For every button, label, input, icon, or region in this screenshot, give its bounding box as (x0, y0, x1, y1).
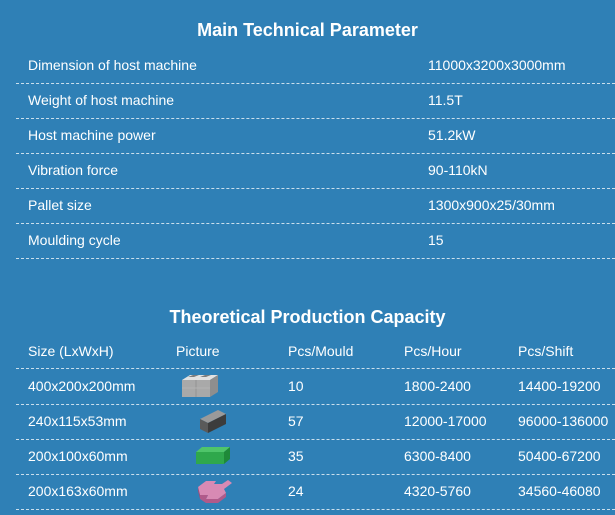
table-row: 200x163x60mm 24 4320-5760 34560-46080 (16, 474, 615, 510)
column-header-pcs-shift: Pcs/Shift (518, 343, 574, 359)
hollow-block-icon (176, 373, 220, 402)
parameter-label: Host machine power (28, 127, 156, 143)
parameter-value: 11.5T (428, 92, 463, 108)
parameter-row: Host machine power 51.2kW (16, 118, 615, 154)
capacity-title: Theoretical Production Capacity (169, 307, 446, 327)
size-cell: 200x163x60mm (28, 483, 128, 499)
pcs-mould-cell: 35 (288, 448, 304, 464)
pcs-shift-cell: 14400-19200 (518, 378, 601, 394)
column-header-pcs-mould: Pcs/Mould (288, 343, 354, 359)
table-row: 200x100x60mm 35 6300-8400 50400-67200 (16, 439, 615, 475)
parameter-value: 15 (428, 232, 444, 248)
parameter-row: Pallet size 1300x900x25/30mm (16, 188, 615, 224)
column-header-pcs-hour: Pcs/Hour (404, 343, 462, 359)
green-paver-icon (192, 444, 234, 471)
pcs-mould-cell: 10 (288, 378, 304, 394)
parameter-label: Moulding cycle (28, 232, 121, 248)
pcs-hour-cell: 1800-2400 (404, 378, 471, 394)
column-header-size: Size (LxWxH) (28, 343, 114, 359)
parameter-row: Vibration force 90-110kN (16, 153, 615, 189)
pcs-shift-cell: 96000-136000 (518, 413, 609, 429)
parameter-row: Moulding cycle 15 (16, 223, 615, 259)
parameter-value: 11000x3200x3000mm (428, 57, 566, 73)
pcs-mould-cell: 24 (288, 483, 304, 499)
pcs-mould-cell: 57 (288, 413, 304, 429)
parameters-title: Main Technical Parameter (197, 20, 418, 40)
parameter-value: 90-110kN (428, 162, 488, 178)
pcs-shift-cell: 50400-67200 (518, 448, 601, 464)
pcs-hour-cell: 6300-8400 (404, 448, 471, 464)
capacity-header-row: Size (LxWxH) Picture Pcs/Mould Pcs/Hour … (16, 334, 615, 369)
size-cell: 240x115x53mm (28, 413, 127, 429)
table-row: 400x200x200mm 10 1800-2400 14400-19200 (16, 369, 615, 405)
parameter-label: Vibration force (28, 162, 119, 178)
column-header-picture: Picture (176, 343, 220, 359)
pcs-hour-cell: 12000-17000 (404, 413, 487, 429)
table-row: 240x115x53mm 57 12000-17000 96000-136000 (16, 404, 615, 440)
size-cell: 200x100x60mm (28, 448, 128, 464)
parameter-row: Dimension of host machine 11000x3200x300… (16, 48, 615, 84)
parameter-row: Weight of host machine 11.5T (16, 83, 615, 119)
parameter-label: Weight of host machine (28, 92, 175, 108)
parameter-label: Dimension of host machine (28, 57, 197, 73)
parameter-label: Pallet size (28, 197, 92, 213)
pink-interlock-paver-icon (192, 477, 236, 508)
parameter-value: 51.2kW (428, 127, 476, 143)
pcs-shift-cell: 34560-46080 (518, 483, 601, 499)
solid-brick-icon (196, 407, 230, 438)
pcs-hour-cell: 4320-5760 (404, 483, 471, 499)
parameter-value: 1300x900x25/30mm (428, 197, 555, 213)
size-cell: 400x200x200mm (28, 378, 136, 394)
